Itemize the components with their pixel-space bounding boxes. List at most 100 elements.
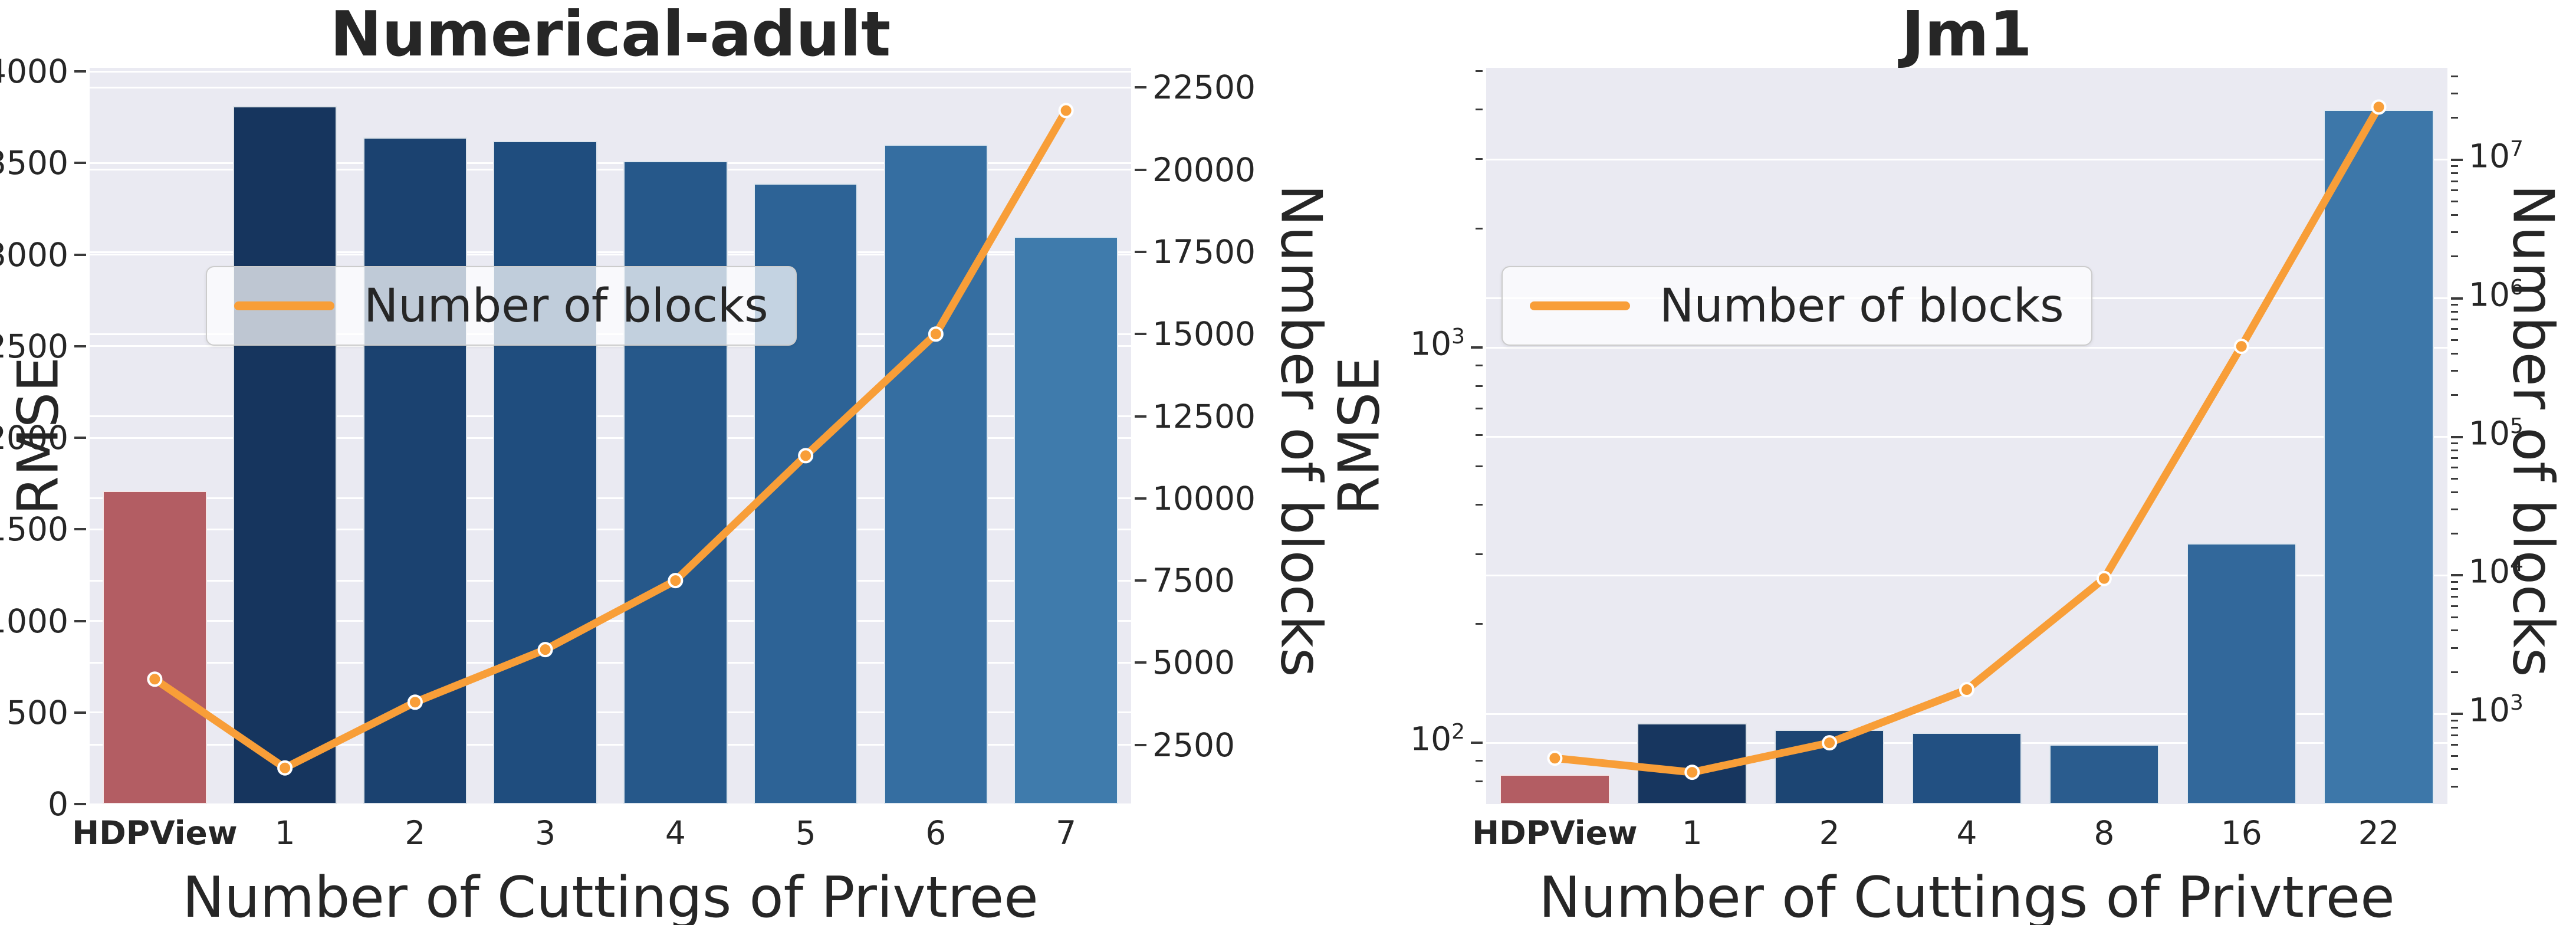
x-tick-label-2: 2 xyxy=(1819,814,1840,852)
panel0-plot-area xyxy=(90,68,1131,805)
right-axis-tick xyxy=(2451,713,2463,716)
left-axis-minor-tick xyxy=(1476,365,1483,367)
right-axis-minor-tick xyxy=(2451,200,2458,202)
grid-line xyxy=(90,251,1131,253)
right-axis-minor-tick xyxy=(2451,189,2458,192)
right-axis-tick-label: 104 xyxy=(2469,552,2524,591)
bar-7 xyxy=(1014,236,1118,804)
right-axis-tick xyxy=(2451,574,2463,577)
left-axis-minor-tick xyxy=(1476,780,1483,782)
left-axis-tick xyxy=(74,711,86,714)
blocks-line xyxy=(1550,103,2383,776)
left-axis-tick-label: 3500 xyxy=(0,144,68,182)
right-axis-tick xyxy=(2451,158,2463,161)
bar-2 xyxy=(363,137,468,804)
left-axis-tick-label: 102 xyxy=(1410,720,1465,758)
right-axis-minor-tick xyxy=(2451,785,2458,788)
left-axis-tick-label: 2000 xyxy=(0,419,68,457)
right-axis-tick xyxy=(1135,251,1146,253)
right-axis-tick-label: 5000 xyxy=(1152,644,1235,682)
grid-line xyxy=(1486,159,2447,161)
x-tick-label-6: 6 xyxy=(925,814,947,852)
left-axis-tick-label: 4000 xyxy=(0,53,68,91)
line-marker xyxy=(2371,99,2387,115)
blocks-line-swatch xyxy=(1530,301,1630,310)
line-marker xyxy=(668,573,684,589)
legend-label: Number of blocks xyxy=(1660,279,2064,333)
bar-16 xyxy=(2186,543,2296,804)
left-axis-minor-tick xyxy=(1476,70,1483,73)
left-axis-tick xyxy=(1471,346,1483,349)
grid-line xyxy=(90,579,1131,582)
grid-line xyxy=(90,345,1131,347)
right-axis-tick xyxy=(1135,86,1146,89)
right-axis-tick xyxy=(1135,333,1146,336)
line-marker xyxy=(2233,339,2249,355)
right-axis-tick xyxy=(1135,579,1146,582)
left-axis-minor-tick xyxy=(1476,553,1483,555)
right-axis-tick xyxy=(2451,435,2463,438)
right-axis-minor-tick xyxy=(2451,596,2458,598)
bar-22 xyxy=(2324,109,2434,804)
right-axis-minor-tick xyxy=(2451,743,2458,746)
x-tick-label-HDPView: HDPView xyxy=(72,814,238,852)
right-axis-minor-tick xyxy=(2451,369,2458,372)
panel0-legend: Number of blocks xyxy=(206,266,797,346)
right-axis-minor-tick xyxy=(2451,457,2458,460)
right-axis-minor-tick xyxy=(2451,394,2458,396)
x-tick-label-1: 1 xyxy=(1681,814,1703,852)
right-axis-minor-tick xyxy=(2451,165,2458,167)
x-tick-label-2: 2 xyxy=(405,814,426,852)
left-axis-tick-label: 103 xyxy=(1410,324,1465,363)
bar-6 xyxy=(883,145,988,804)
right-axis-tick-label: 105 xyxy=(2469,414,2524,452)
x-tick-label-5: 5 xyxy=(795,814,816,852)
left-axis-tick xyxy=(1471,742,1483,744)
grid-line xyxy=(1486,436,2447,438)
line-marker xyxy=(2096,570,2112,586)
right-axis-minor-tick xyxy=(2451,605,2458,608)
line-marker xyxy=(147,671,163,687)
panel1-plot-area xyxy=(1486,68,2447,804)
right-axis-minor-tick xyxy=(2451,319,2458,321)
right-axis-minor-tick xyxy=(2451,671,2458,674)
grid-line xyxy=(90,70,1131,73)
right-axis-minor-tick xyxy=(2451,303,2458,306)
grid-line xyxy=(90,437,1131,439)
right-axis-minor-tick xyxy=(2451,180,2458,182)
panel1-title: Jm1 xyxy=(1901,0,2032,70)
line-marker xyxy=(1822,735,1838,751)
right-axis-minor-tick xyxy=(2451,93,2458,95)
right-axis-minor-tick xyxy=(2451,734,2458,737)
panel0-title: Numerical-adult xyxy=(330,0,891,70)
grid-line xyxy=(1486,346,2447,349)
panel1-left-axis-title: RMSE xyxy=(1327,356,1392,516)
right-axis-minor-tick xyxy=(2451,231,2458,234)
right-axis-minor-tick xyxy=(2451,580,2458,583)
left-axis-minor-tick xyxy=(1476,504,1483,506)
line-marker xyxy=(407,694,423,710)
right-axis-minor-tick xyxy=(2451,768,2458,770)
right-axis-tick xyxy=(1135,168,1146,171)
left-axis-tick-label: 3000 xyxy=(0,235,68,274)
bar-1 xyxy=(232,106,337,804)
panel1-legend: Number of blocks xyxy=(1501,266,2092,346)
x-tick-label-7: 7 xyxy=(1056,814,1077,852)
right-axis-minor-tick xyxy=(2451,616,2458,618)
right-axis-tick-label: 7500 xyxy=(1152,562,1235,600)
right-axis-tick-label: 12500 xyxy=(1152,397,1256,435)
grid-line xyxy=(90,162,1131,164)
left-axis-tick-label: 0 xyxy=(48,785,68,823)
right-axis-minor-tick xyxy=(2451,442,2458,444)
right-axis-minor-tick xyxy=(2451,467,2458,469)
right-axis-minor-tick xyxy=(2451,719,2458,721)
right-axis-tick-label: 107 xyxy=(2469,136,2524,175)
right-axis-minor-tick xyxy=(2451,491,2458,493)
right-axis-minor-tick xyxy=(2451,352,2458,355)
right-axis-tick-label: 22500 xyxy=(1152,68,1256,107)
x-tick-label-4: 4 xyxy=(665,814,686,852)
grid-line xyxy=(90,528,1131,530)
right-axis-minor-tick xyxy=(2451,310,2458,313)
right-axis-tick-label: 106 xyxy=(2469,275,2524,313)
